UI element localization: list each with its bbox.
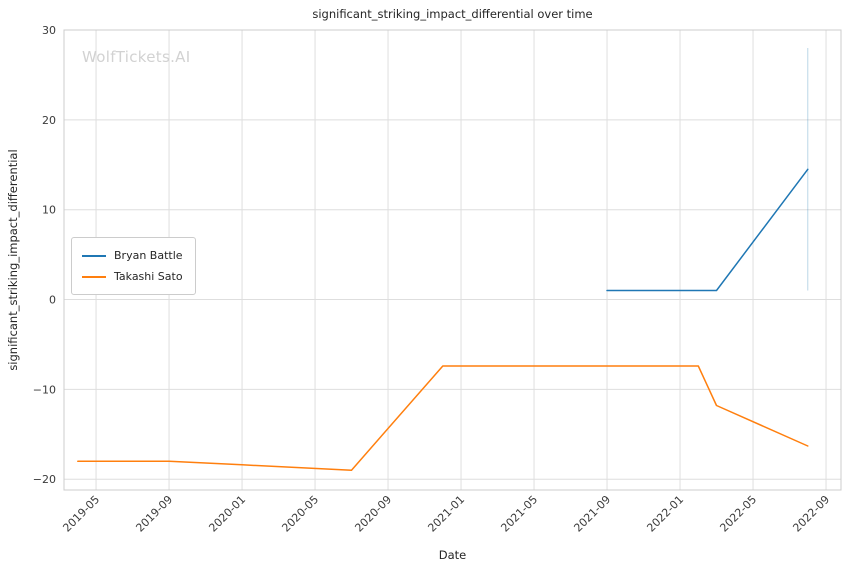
x-tick-label: 2021-09 xyxy=(571,493,613,535)
series-line-bryan-battle xyxy=(606,168,809,292)
x-axis-label: Date xyxy=(438,548,467,562)
y-tick-label: −10 xyxy=(33,383,56,396)
x-tick-label: 2019-09 xyxy=(133,493,175,535)
legend-line-bryan-battle xyxy=(82,254,106,257)
legend-item-takashi-sato: Takashi Sato xyxy=(82,266,183,287)
chart-title: significant_striking_impact_differential… xyxy=(312,7,593,21)
legend-item-bryan-battle: Bryan Battle xyxy=(82,245,183,266)
legend: Bryan Battle Takashi Sato xyxy=(71,237,196,295)
x-tick-label: 2021-05 xyxy=(498,493,540,535)
y-tick-label: 30 xyxy=(42,24,56,37)
legend-line-takashi-sato xyxy=(82,275,106,278)
x-tick-label: 2020-01 xyxy=(206,493,248,535)
x-tick-label: 2022-05 xyxy=(717,493,759,535)
y-tick-label: −20 xyxy=(33,473,56,486)
watermark: WolfTickets.AI xyxy=(82,48,191,66)
series-line-takashi-sato xyxy=(77,365,809,471)
x-tick-label: 2022-01 xyxy=(644,493,686,535)
y-tick-label: 20 xyxy=(42,114,56,127)
legend-label-takashi-sato: Takashi Sato xyxy=(114,270,183,283)
x-tick-label: 2020-09 xyxy=(352,493,394,535)
x-tick-label: 2019-05 xyxy=(60,493,102,535)
y-axis-label: significant_striking_impact_differential xyxy=(6,149,20,371)
plot-border xyxy=(63,29,842,491)
y-tick-label: 10 xyxy=(42,204,56,217)
y-tick-label: 0 xyxy=(49,294,56,307)
x-tick-label: 2020-05 xyxy=(279,493,321,535)
legend-label-bryan-battle: Bryan Battle xyxy=(114,249,183,262)
x-tick-label: 2021-01 xyxy=(425,493,467,535)
x-tick-label: 2022-09 xyxy=(790,493,832,535)
